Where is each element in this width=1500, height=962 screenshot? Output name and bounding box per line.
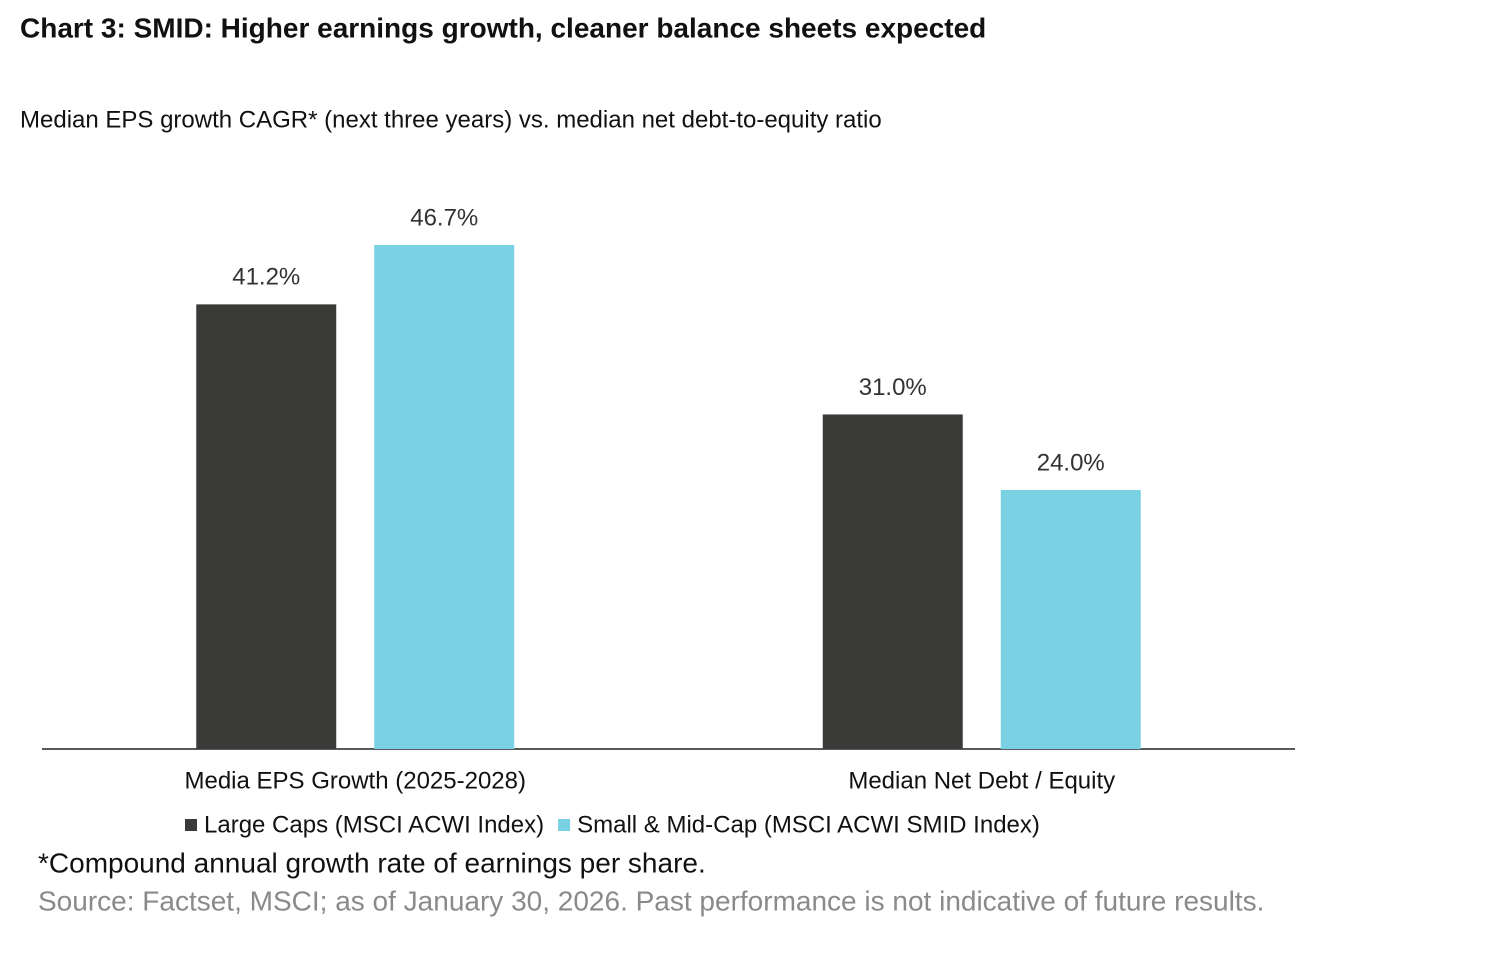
data-label: 46.7%: [410, 204, 478, 231]
x-tick-label: Media EPS Growth (2025-2028): [184, 767, 526, 794]
legend-label: Large Caps (MSCI ACWI Index): [204, 811, 544, 838]
footnote: *Compound annual growth rate of earnings…: [38, 847, 706, 878]
data-label: 24.0%: [1037, 449, 1105, 476]
bar: [196, 304, 337, 749]
chart-subtitle: Median EPS growth CAGR* (next three year…: [20, 106, 882, 133]
bar: [1000, 489, 1141, 749]
chart-title: Chart 3: SMID: Higher earnings growth, c…: [20, 12, 986, 43]
x-tick-label: Median Net Debt / Equity: [848, 767, 1115, 794]
bar: [374, 245, 515, 749]
source: Source: Factset, MSCI; as of January 30,…: [38, 885, 1264, 916]
bar: [822, 414, 963, 749]
legend-label: Small & Mid-Cap (MSCI ACWI SMID Index): [577, 811, 1040, 838]
data-label: 31.0%: [859, 374, 927, 401]
data-label: 41.2%: [232, 264, 300, 291]
legend-swatch: [185, 819, 197, 831]
legend-swatch: [558, 819, 571, 831]
